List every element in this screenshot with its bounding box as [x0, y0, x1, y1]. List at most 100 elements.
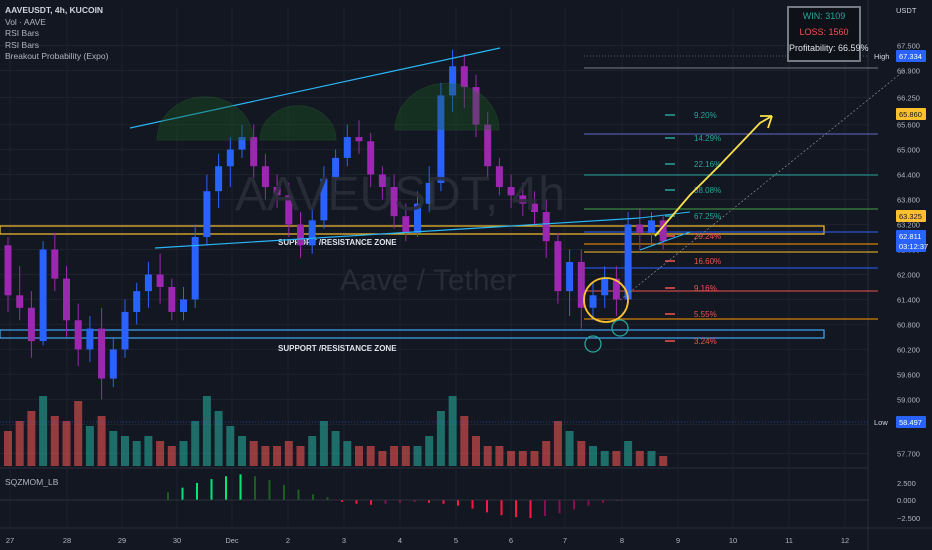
win-count: WIN: 3109: [802, 11, 846, 21]
volume-bar: [202, 396, 211, 466]
candle-body: [98, 328, 106, 379]
watermark-main: AAVEUSDT, 4h: [235, 168, 565, 221]
indicator-breakout-probability[interactable]: Breakout Probability (Expo): [5, 51, 109, 61]
price-axis[interactable]: 67.500 66.900 66.250 65.600 65.000 64.400 63.8…: [897, 41, 920, 523]
level-2-value-bg: [896, 210, 926, 222]
loss-count: LOSS: 1560: [799, 27, 849, 37]
cup-dome: [394, 82, 500, 131]
candle-body: [402, 216, 410, 233]
candle-body: [109, 349, 117, 379]
high-label: High: [874, 52, 889, 61]
candle-body: [203, 191, 211, 237]
level-label: 9.16%: [694, 284, 717, 293]
osc-tick-label: 2.500: [897, 479, 916, 488]
volume-bar: [436, 411, 445, 466]
level-label: 67.25%: [694, 212, 721, 221]
oscillator-label[interactable]: SQZMOM_LB: [5, 477, 59, 487]
candles[interactable]: [4, 49, 667, 400]
channel-line-1: [639, 231, 691, 251]
candle-body: [589, 295, 597, 308]
highlight-circle: [583, 277, 629, 323]
x-tick-label: 27: [6, 536, 14, 545]
volume-bar: [460, 416, 469, 466]
candle-body: [308, 220, 316, 246]
time-axis[interactable]: 27 28 29 30 Dec 2 3 4 5 6 7 8 9 10 11 12: [6, 536, 849, 545]
volume-bar: [577, 441, 586, 466]
y-tick-label: 67.500: [897, 41, 920, 50]
level-label: 5.55%: [694, 310, 717, 319]
volume-bar: [144, 436, 153, 466]
low-value-bg: [896, 416, 926, 428]
projection-arrow: [654, 115, 773, 237]
upper-zone-label: SUPPORT /RESISTANCE ZONE: [278, 238, 397, 247]
win-loss-stats-box: WIN: 3109 LOSS: 1560 Profitability: 66.5…: [787, 6, 869, 62]
level-label: 29.24%: [694, 232, 721, 241]
candle-body: [449, 66, 457, 96]
channel-line-2: [639, 211, 691, 219]
volume-bar: [296, 446, 305, 466]
indicator-rsi-bars-1[interactable]: RSI Bars: [5, 28, 40, 38]
x-tick-label: 5: [454, 536, 458, 545]
volume-bar: [448, 396, 457, 466]
candle-body: [484, 124, 492, 167]
diagonal-projection: [619, 69, 906, 301]
volume-bar: [27, 411, 36, 466]
current-price-bg: [896, 230, 926, 242]
volume-bar: [97, 416, 106, 466]
volume-bar: [378, 451, 387, 466]
volume-bar: [401, 446, 410, 466]
volume-bar: [635, 451, 644, 466]
volume-bar: [355, 446, 363, 466]
volume-bar: [39, 396, 48, 466]
level-1-value-bg: [896, 108, 926, 120]
candle-body: [63, 278, 70, 321]
candle-body: [297, 224, 304, 246]
candle-body: [226, 149, 234, 167]
candle-body: [367, 141, 375, 175]
currency-label[interactable]: USDT: [896, 6, 917, 15]
volume-bars: [4, 396, 668, 466]
candle-body: [355, 137, 363, 142]
candle-body: [437, 95, 445, 183]
volume-bar: [624, 441, 633, 466]
symbol-title[interactable]: AAVEUSDT, 4h, KUCOIN: [5, 5, 104, 15]
volume-bar: [121, 436, 129, 466]
high-value: 67.334: [899, 52, 922, 61]
volume-bar: [530, 451, 539, 466]
candle-body: [472, 87, 480, 125]
candle-body: [390, 187, 398, 217]
high-label-bg: [871, 50, 893, 62]
volume-bar: [109, 431, 118, 466]
candle-body: [519, 195, 527, 204]
low-value: 58.497: [899, 418, 922, 427]
candle-body: [554, 241, 562, 292]
x-tick-label: 11: [785, 536, 793, 545]
high-value-bg: [896, 50, 926, 62]
indicator-rsi-bars-2[interactable]: RSI Bars: [5, 39, 40, 50]
y-tick-label: 66.250: [897, 94, 920, 103]
indicator-volume[interactable]: Vol · AAVE: [5, 16, 46, 27]
y-tick-label: 59.600: [897, 370, 920, 379]
candle-body: [648, 220, 655, 233]
candle-body: [460, 66, 468, 88]
y-tick-label: 59.000: [897, 395, 920, 404]
low-label: Low: [874, 418, 888, 427]
candle-body: [414, 203, 421, 233]
y-tick-label: 63.800: [897, 196, 920, 205]
volume-bar: [4, 431, 12, 466]
candle-body: [27, 307, 35, 342]
candle-body: [601, 278, 609, 296]
candle-body: [636, 224, 644, 233]
x-tick-label: 28: [63, 536, 71, 545]
candle-body: [180, 299, 187, 312]
volume-bar: [50, 416, 59, 466]
low-label-bg: [871, 416, 893, 428]
candle-body: [542, 212, 550, 242]
volume-bar: [472, 436, 480, 466]
candle-body: [191, 237, 199, 300]
level-label: 14.29%: [694, 134, 721, 143]
volume-bar: [238, 436, 246, 466]
volume-bar: [179, 441, 188, 466]
